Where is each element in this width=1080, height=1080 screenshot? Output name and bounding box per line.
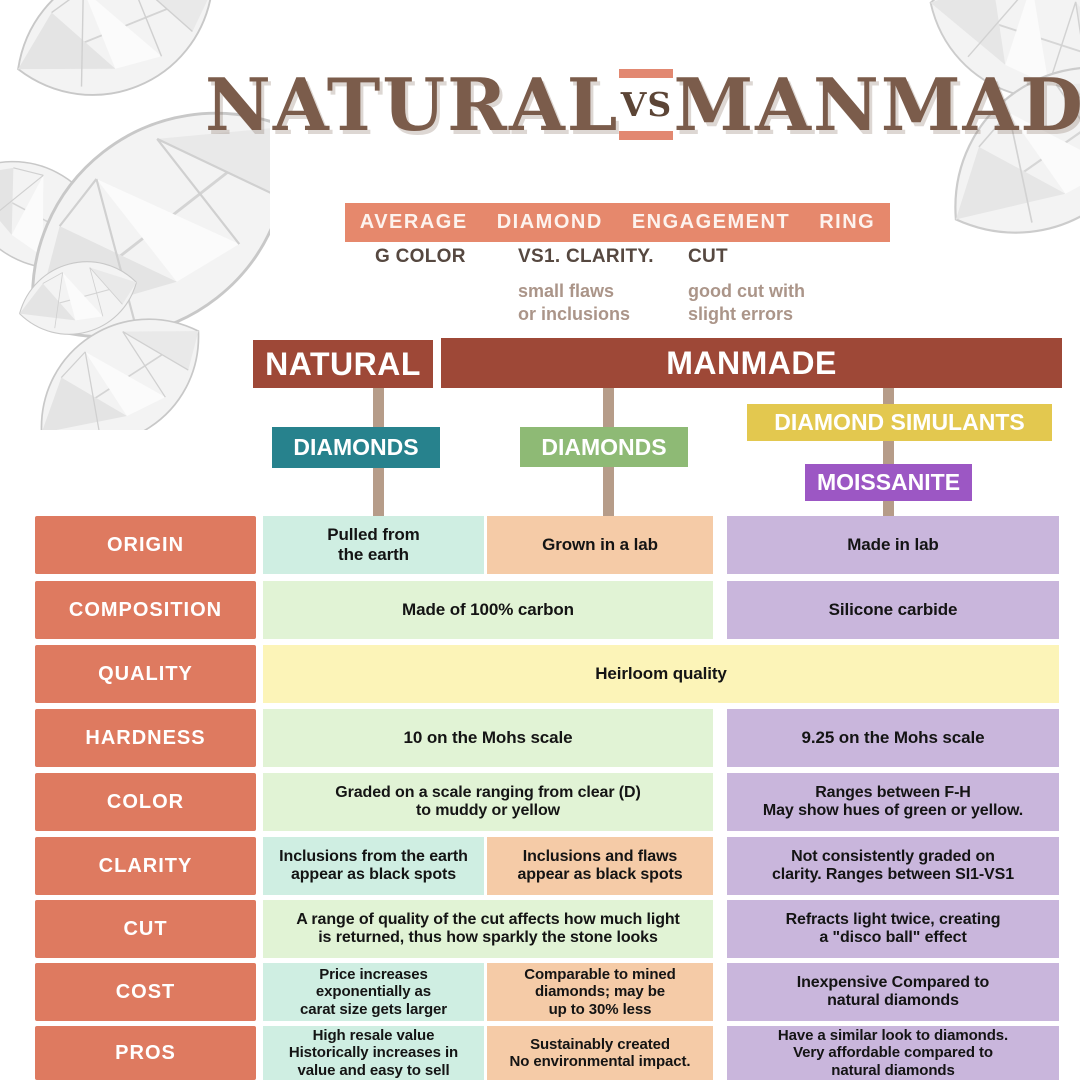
cell-origin-moissanite: Made in lab xyxy=(727,516,1059,574)
table-row-cost: COST Price increases exponentially as ca… xyxy=(0,963,1080,1021)
row-label: HARDNESS xyxy=(35,709,256,767)
spec-cut-label: CUT xyxy=(688,246,728,267)
table-row-composition: COMPOSITION Made of 100% carbon Silicone… xyxy=(0,581,1080,639)
cell-cost-moissanite: Inexpensive Compared to natural diamonds xyxy=(727,963,1059,1021)
spec-clarity-label: VS1. CLARITY. xyxy=(518,246,654,267)
manmade-header-box: MANMADE xyxy=(441,338,1062,388)
cell-pros-moissanite: Have a similar look to diamonds. Very af… xyxy=(727,1026,1059,1080)
row-label: CUT xyxy=(35,900,256,958)
vs-bottom-bar xyxy=(619,130,674,140)
cell-composition-diamonds: Made of 100% carbon xyxy=(263,581,713,639)
natural-header-box: NATURAL xyxy=(253,340,433,388)
table-row-clarity: CLARITY Inclusions from the earth appear… xyxy=(0,837,1080,895)
cell-hardness-diamonds: 10 on the Mohs scale xyxy=(263,709,713,767)
row-label: COMPOSITION xyxy=(35,581,256,639)
vs-label: VS xyxy=(620,84,673,124)
spec-color-label: G COLOR xyxy=(375,246,466,267)
cell-cut-moissanite: Refracts light twice, creating a "disco … xyxy=(727,900,1059,958)
cell-clarity-natural: Inclusions from the earth appear as blac… xyxy=(263,837,484,895)
row-label: CLARITY xyxy=(35,837,256,895)
cell-origin-natural: Pulled from the earth xyxy=(263,516,484,574)
cell-origin-labgrown: Grown in a lab xyxy=(487,516,713,574)
cell-cost-natural: Price increases exponentially as carat s… xyxy=(263,963,484,1021)
moissanite-box: MOISSANITE xyxy=(805,464,972,501)
table-row-pros: PROS High resale value Historically incr… xyxy=(0,1026,1080,1080)
cell-pros-natural: High resale value Historically increases… xyxy=(263,1026,484,1080)
cell-pros-labgrown: Sustainably created No environmental imp… xyxy=(487,1026,713,1080)
cell-color-diamonds: Graded on a scale ranging from clear (D)… xyxy=(263,773,713,831)
cell-hardness-moissanite: 9.25 on the Mohs scale xyxy=(727,709,1059,767)
cell-color-moissanite: Ranges between F-H May show hues of gree… xyxy=(727,773,1059,831)
page-title: NATURAL VS MANMADE xyxy=(205,60,1080,148)
average-ring-banner: AVERAGE DIAMOND ENGAGEMENT RING xyxy=(345,203,890,242)
table-row-hardness: HARDNESS 10 on the Mohs scale 9.25 on th… xyxy=(0,709,1080,767)
title-manmade: MANMADE xyxy=(673,61,1080,147)
vs-divider: VS xyxy=(619,68,674,140)
spec-color: G COLOR xyxy=(375,246,466,268)
cell-cut-diamonds: A range of quality of the cut affects ho… xyxy=(263,900,713,958)
spec-cut: CUT good cut with slight errors xyxy=(688,246,805,327)
table-row-color: COLOR Graded on a scale ranging from cle… xyxy=(0,773,1080,831)
row-label: COLOR xyxy=(35,773,256,831)
manmade-diamonds-box: DIAMONDS xyxy=(520,427,688,467)
row-label: PROS xyxy=(35,1026,256,1080)
row-label: QUALITY xyxy=(35,645,256,703)
title-natural: NATURAL xyxy=(205,61,620,147)
row-label: COST xyxy=(35,963,256,1021)
cell-quality-all: Heirloom quality xyxy=(263,645,1059,703)
table-row-origin: ORIGIN Pulled from the earth Grown in a … xyxy=(0,516,1080,574)
diamond-simulants-box: DIAMOND SIMULANTS xyxy=(747,404,1052,441)
cell-clarity-moissanite: Not consistently graded on clarity. Rang… xyxy=(727,837,1059,895)
spec-clarity: VS1. CLARITY. small flaws or inclusions xyxy=(518,246,654,327)
connector-line xyxy=(883,388,894,516)
natural-diamonds-box: DIAMONDS xyxy=(272,427,440,468)
table-row-cut: CUT A range of quality of the cut affect… xyxy=(0,900,1080,958)
vs-top-bar xyxy=(619,68,674,78)
cell-clarity-labgrown: Inclusions and flaws appear as black spo… xyxy=(487,837,713,895)
spec-clarity-note: small flaws or inclusions xyxy=(518,281,631,325)
cell-cost-labgrown: Comparable to mined diamonds; may be up … xyxy=(487,963,713,1021)
cell-composition-moissanite: Silicone carbide xyxy=(727,581,1059,639)
spec-cut-note: good cut with slight errors xyxy=(688,281,805,325)
row-label: ORIGIN xyxy=(35,516,256,574)
table-row-quality: QUALITY Heirloom quality xyxy=(0,645,1080,703)
